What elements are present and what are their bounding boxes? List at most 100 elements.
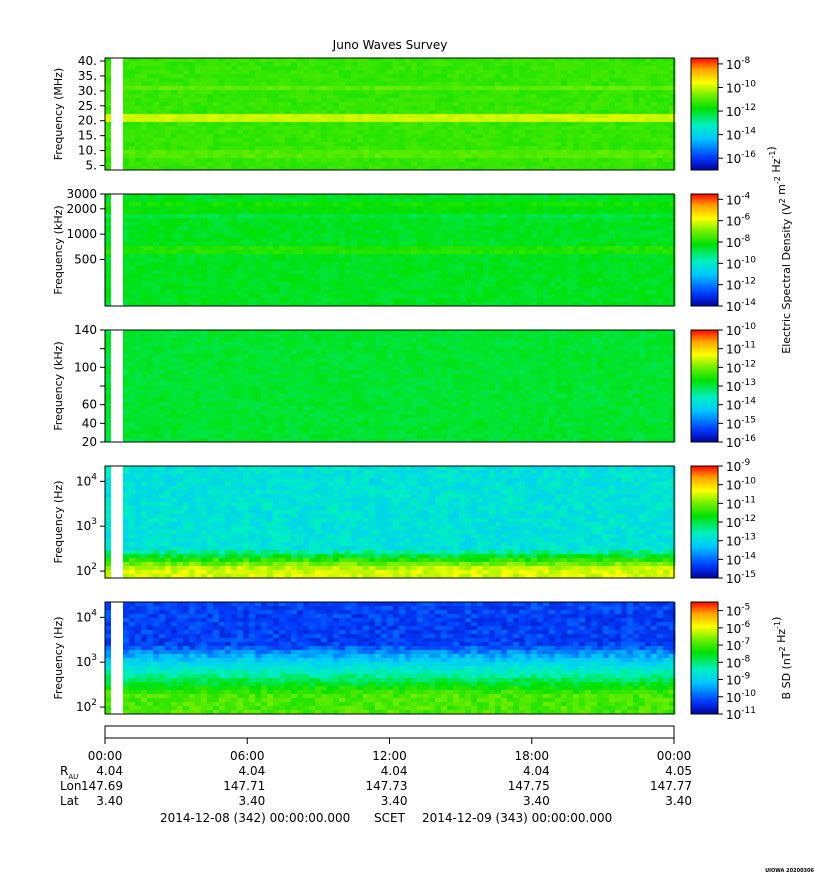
heatmap-cell [129,210,136,215]
heatmap-cell [171,74,178,79]
heatmap-cell [555,126,562,131]
heatmap-cell [519,138,526,143]
heatmap-cell [231,86,238,91]
heatmap-cell [417,222,424,227]
heatmap-cell [213,270,220,275]
heatmap-cell [573,130,580,135]
heatmap-cell [267,146,274,151]
heatmap-cell [225,94,232,99]
heatmap-cell [561,242,568,247]
heatmap-cell [177,270,184,275]
heatmap-cell [249,238,256,243]
heatmap-cell [177,122,184,127]
heatmap-cell [345,250,352,255]
heatmap-cell [423,266,430,271]
heatmap-cell [297,270,304,275]
heatmap-cell [279,290,286,295]
heatmap-cell [339,114,346,119]
heatmap-cell [375,118,382,123]
heatmap-cell [195,66,202,71]
heatmap-cell [183,90,190,95]
heatmap-cell [627,78,634,83]
heatmap-cell [393,222,400,227]
heatmap-cell [537,198,544,203]
heatmap-cell [291,82,298,87]
heatmap-cell [399,126,406,131]
heatmap-cell [597,202,604,207]
heatmap-cell [573,110,580,115]
heatmap-cell [525,110,532,115]
heatmap-cell [597,270,604,275]
heatmap-cell [237,218,244,223]
heatmap-cell [405,234,412,239]
heatmap-cell [201,294,208,299]
heatmap-cell [171,158,178,163]
heatmap-cell [237,70,244,75]
heatmap-cell [165,258,172,263]
heatmap-cell [573,126,580,131]
heatmap-cell [501,154,508,159]
heatmap-cell [291,246,298,251]
heatmap-cell [183,122,190,127]
heatmap-cell [567,138,574,143]
heatmap-cell [123,158,130,163]
heatmap-cell [153,210,160,215]
heatmap-cell [153,78,160,83]
heatmap-cell [423,118,430,123]
heatmap-cell [177,74,184,79]
heatmap-cell [273,114,280,119]
heatmap-cell [285,62,292,67]
heatmap-cell [327,290,334,295]
heatmap-cell [411,254,418,259]
heatmap-cell [345,102,352,107]
heatmap-cell [531,82,538,87]
colorbar-tick-label: 10-14 [726,127,756,143]
heatmap-cell [543,130,550,135]
heatmap-cell [249,114,256,119]
heatmap-cell [459,218,466,223]
heatmap-cell [159,98,166,103]
heatmap-cell [207,106,214,111]
heatmap-cell [159,214,166,219]
heatmap-cell [189,86,196,91]
heatmap-cell [525,154,532,159]
heatmap-cell [141,122,148,127]
heatmap-cell [213,98,220,103]
heatmap-cell [345,90,352,95]
heatmap-cell [279,234,286,239]
heatmap-cell [237,126,244,131]
heatmap-cell [585,146,592,151]
heatmap-cell [207,242,214,247]
heatmap-cell [387,262,394,267]
heatmap-cell [255,294,262,299]
heatmap-cell [465,98,472,103]
heatmap-cell [231,238,238,243]
heatmap-cell [501,286,508,291]
heatmap-cell [339,118,346,123]
heatmap-cell [267,166,274,171]
heatmap-cell [153,90,160,95]
heatmap-cell [243,134,250,139]
heatmap-cell [483,66,490,71]
heatmap-cell [471,162,478,167]
heatmap-cell [249,66,256,71]
heatmap-cell [291,74,298,79]
heatmap-cell [255,110,262,115]
heatmap-cell [543,222,550,227]
heatmap-cell [519,266,526,271]
heatmap-cell [453,246,460,251]
heatmap-cell [339,194,346,199]
heatmap-cell [573,202,580,207]
heatmap-cell [645,198,652,203]
heatmap-cell [453,158,460,163]
heatmap-cell [327,146,334,151]
heatmap-cell [339,286,346,291]
heatmap-cell [585,62,592,67]
heatmap-cell [195,166,202,171]
heatmap-cell [597,78,604,83]
heatmap-cell [315,218,322,223]
heatmap-cell [579,94,586,99]
heatmap-cell [537,58,544,63]
heatmap-cell [285,90,292,95]
heatmap-cell [513,134,520,139]
